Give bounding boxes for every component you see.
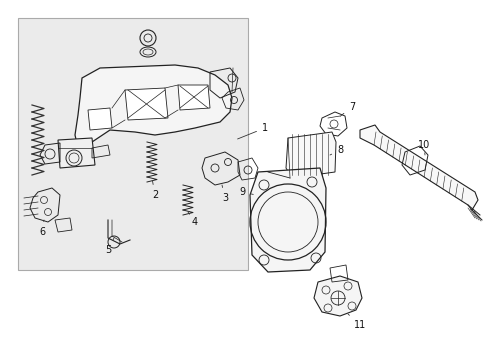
Text: 6: 6 bbox=[39, 220, 45, 237]
Text: 11: 11 bbox=[347, 314, 366, 330]
Polygon shape bbox=[359, 125, 477, 210]
Bar bbox=[18, 18, 247, 270]
Text: 9: 9 bbox=[238, 187, 253, 197]
Polygon shape bbox=[58, 138, 95, 168]
Polygon shape bbox=[75, 65, 231, 155]
Text: 4: 4 bbox=[187, 212, 198, 227]
Polygon shape bbox=[178, 85, 209, 110]
Text: 10: 10 bbox=[417, 140, 429, 155]
Polygon shape bbox=[88, 108, 112, 130]
Polygon shape bbox=[285, 132, 335, 178]
Text: 5: 5 bbox=[104, 238, 114, 255]
Polygon shape bbox=[125, 88, 168, 120]
Text: 2: 2 bbox=[152, 181, 158, 200]
Text: 1: 1 bbox=[237, 123, 267, 139]
Text: 7: 7 bbox=[340, 102, 354, 116]
Text: 3: 3 bbox=[222, 185, 227, 203]
Text: 8: 8 bbox=[329, 145, 343, 155]
Polygon shape bbox=[249, 168, 325, 272]
Polygon shape bbox=[313, 276, 361, 316]
